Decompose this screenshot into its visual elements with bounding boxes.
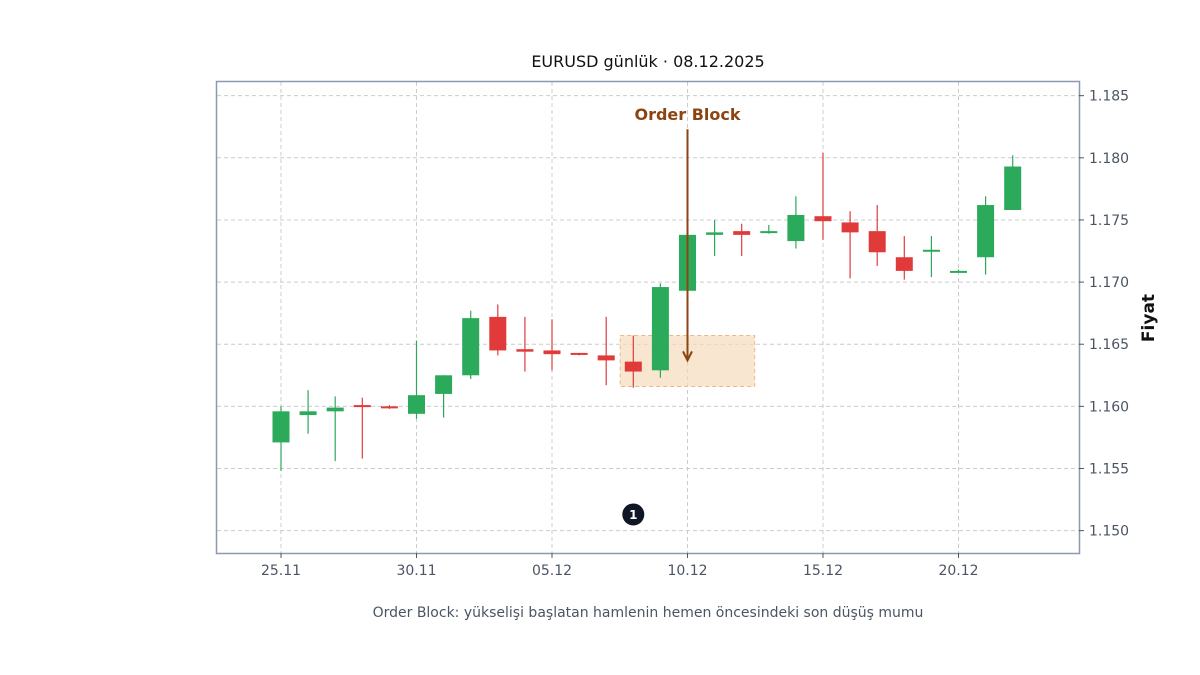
candle-body-up xyxy=(950,270,967,273)
y-tick-label: 1.180 xyxy=(1089,151,1129,167)
step-badge xyxy=(622,503,645,526)
candle-body-up xyxy=(272,411,290,443)
annotation-arrow-head xyxy=(682,350,693,363)
y-tick-label: 1.185 xyxy=(1089,89,1129,105)
candle-body-down xyxy=(353,405,371,408)
x-tick-label: 15.12 xyxy=(803,563,843,579)
y-tick-label: 1.170 xyxy=(1089,275,1129,291)
candle-body-down xyxy=(733,231,751,235)
candle-body-up xyxy=(787,214,805,242)
candle-body-up xyxy=(462,318,480,376)
x-tick-label: 30.11 xyxy=(396,563,436,579)
x-tick-label: 20.12 xyxy=(938,563,978,579)
y-tick-label: 1.155 xyxy=(1089,461,1129,477)
candle-body-down xyxy=(814,216,832,222)
candles xyxy=(272,152,1022,471)
x-tick-label: 05.12 xyxy=(532,563,572,579)
candle-body-up xyxy=(408,395,425,414)
candle-body-down xyxy=(516,349,534,352)
chart-caption: Order Block: yükselişi başlatan hamlenin… xyxy=(373,605,924,621)
y-tick-label: 1.165 xyxy=(1089,337,1129,353)
annotation-label: Order Block xyxy=(634,105,740,124)
y-axis: 1.150 1.155 1.160 1.165 1.170 1.175 1.180 1.185 xyxy=(1079,89,1129,540)
chart-title: EURUSD günlük · 08.12.2025 xyxy=(531,52,764,71)
candle-body-up xyxy=(706,232,724,235)
candle-body-down xyxy=(380,406,398,409)
candle-body-down xyxy=(597,355,615,361)
candle-body-down xyxy=(624,361,642,372)
candle-body-down xyxy=(489,316,507,351)
candle-body-up xyxy=(435,375,453,394)
candle-body-up xyxy=(1004,166,1022,211)
candle-body-down xyxy=(570,352,588,355)
plot-frame xyxy=(215,80,1081,555)
y-axis-label: Fiyat xyxy=(1139,294,1159,342)
candle-body-down xyxy=(543,350,561,355)
y-tick-label: 1.150 xyxy=(1089,524,1129,540)
candle-body-down xyxy=(868,231,886,253)
annotation-layer: Order Block 1 xyxy=(622,105,741,526)
candle-body-up xyxy=(299,411,317,416)
candle-body-down xyxy=(841,222,859,233)
candle-body-up xyxy=(922,249,940,252)
candle-body-up xyxy=(977,205,995,258)
y-tick-label: 1.175 xyxy=(1089,213,1129,229)
x-tick-label: 10.12 xyxy=(667,563,707,579)
y-tick-label: 1.160 xyxy=(1089,399,1129,415)
step-badge-label: 1 xyxy=(629,508,637,522)
grid-lines xyxy=(217,82,1079,553)
x-axis: 25.11 30.11 05.12 10.12 15.12 20.12 xyxy=(261,553,979,579)
candle-body-up xyxy=(760,231,778,234)
candle-body-up xyxy=(651,287,669,371)
candle-body-up xyxy=(326,407,344,412)
candle-body-down xyxy=(895,257,913,271)
x-tick-label: 25.11 xyxy=(261,563,301,579)
